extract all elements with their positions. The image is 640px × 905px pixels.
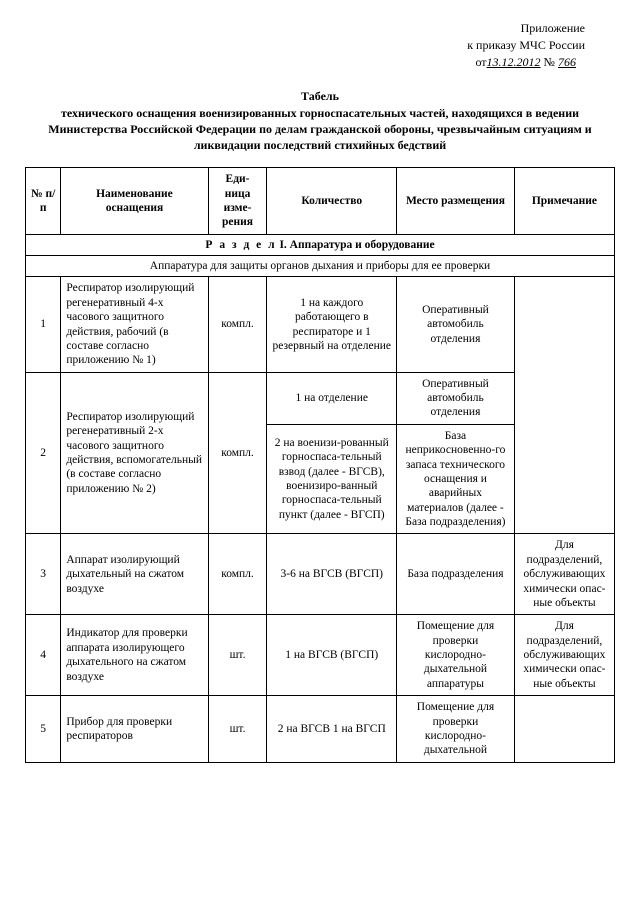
cell-num: 1 [26, 277, 61, 372]
cell-unit: компл. [208, 534, 267, 615]
title-body: технического оснащения военизированных г… [25, 105, 615, 154]
cell-name: Индикатор для проверки аппарата изолирую… [61, 615, 208, 696]
cell-qty: 1 на каждого работающего в респираторе и… [267, 277, 397, 372]
cell-unit: компл. [208, 277, 267, 372]
title-head: Табель [25, 88, 615, 104]
appendix-line1: Приложение [25, 20, 585, 37]
cell-name: Респиратор изолирующий регенеративный 2-… [61, 372, 208, 534]
cell-num: 4 [26, 615, 61, 696]
subsection-title: Аппаратура для защиты органов дыхания и … [26, 256, 615, 277]
hdr-qty: Количество [267, 168, 397, 235]
cell-name: Аппарат изолирующий дыхательный на сжато… [61, 534, 208, 615]
cell-qty: 2 на ВГСВ 1 на ВГСП [267, 696, 397, 763]
cell-note [514, 424, 614, 534]
table-header-row: № п/п Наименование оснащения Еди-ница из… [26, 168, 615, 235]
cell-note: Для подразделений, обслуживающих химичес… [514, 534, 614, 615]
cell-note [514, 696, 614, 763]
cell-num: 2 [26, 372, 61, 534]
cell-num: 5 [26, 696, 61, 763]
cell-unit: шт. [208, 696, 267, 763]
cell-loc: Помещение для проверки кислородно-дыхате… [397, 615, 515, 696]
subsection-row: Аппаратура для защиты органов дыхания и … [26, 256, 615, 277]
cell-loc: Помещение для проверки кислородно-дыхате… [397, 696, 515, 763]
cell-loc: Оперативный автомобиль отделения [397, 277, 515, 372]
table-row: 4 Индикатор для проверки аппарата изолир… [26, 615, 615, 696]
hdr-loc: Место размещения [397, 168, 515, 235]
cell-qty: 2 на военизи-рованный горноспаса-тельный… [267, 424, 397, 534]
equipment-table: № п/п Наименование оснащения Еди-ница из… [25, 167, 615, 763]
appendix-line2: к приказу МЧС России [25, 37, 585, 54]
table-row: 2 Респиратор изолирующий регенеративный … [26, 372, 615, 424]
table-row: 5 Прибор для проверки респираторов шт. 2… [26, 696, 615, 763]
section-row: Р а з д е л I. Аппаратура и оборудование [26, 234, 615, 255]
cell-loc: База неприкосновенно-го запаса техническ… [397, 424, 515, 534]
cell-name: Респиратор изолирующий регенеративный 4-… [61, 277, 208, 372]
appendix-block: Приложение к приказу МЧС России от13.12.… [25, 20, 585, 70]
cell-num: 3 [26, 534, 61, 615]
cell-unit: компл. [208, 372, 267, 534]
cell-qty: 1 на отделение [267, 372, 397, 424]
cell-loc: База подразделения [397, 534, 515, 615]
cell-name: Прибор для проверки респираторов [61, 696, 208, 763]
appendix-date-line: от13.12.2012 № 766 [25, 54, 585, 71]
cell-loc: Оперативный автомобиль отделения [397, 372, 515, 424]
title-block: Табель технического оснащения военизиров… [25, 88, 615, 153]
table-row: 1 Респиратор изолирующий регенеративный … [26, 277, 615, 372]
cell-note [514, 372, 614, 424]
cell-qty: 1 на ВГСВ (ВГСП) [267, 615, 397, 696]
hdr-unit: Еди-ница изме-рения [208, 168, 267, 235]
table-row: 3 Аппарат изолирующий дыхательный на сжа… [26, 534, 615, 615]
hdr-note: Примечание [514, 168, 614, 235]
cell-qty: 3-6 на ВГСВ (ВГСП) [267, 534, 397, 615]
hdr-num: № п/п [26, 168, 61, 235]
cell-note: Для подразделений, обслуживающих химичес… [514, 615, 614, 696]
hdr-name: Наименование оснащения [61, 168, 208, 235]
cell-unit: шт. [208, 615, 267, 696]
cell-note [514, 277, 614, 372]
section-title: Р а з д е л I. Аппаратура и оборудование [26, 234, 615, 255]
